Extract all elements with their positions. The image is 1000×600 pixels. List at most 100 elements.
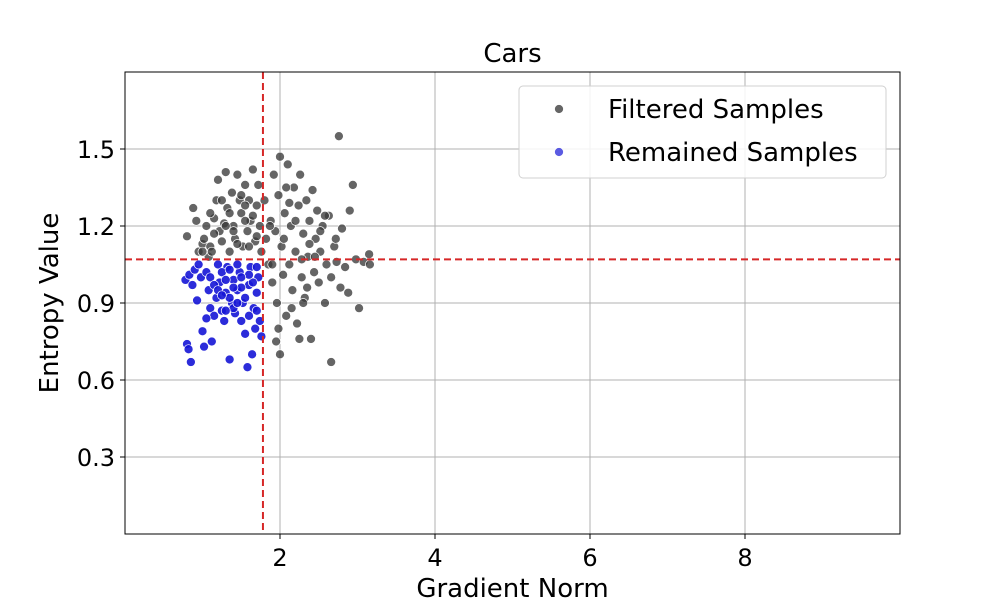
- data-point: [248, 277, 258, 288]
- data-point: [192, 295, 202, 306]
- data-point: [248, 164, 258, 175]
- data-point: [220, 305, 231, 316]
- data-point: [273, 190, 284, 201]
- data-point: [298, 228, 309, 239]
- data-point: [284, 198, 295, 208]
- data-point: [240, 200, 250, 211]
- data-point: [206, 246, 217, 257]
- series-filtered: [182, 131, 375, 367]
- data-point: [315, 226, 326, 236]
- data-point: [348, 180, 358, 190]
- data-point: [236, 190, 247, 201]
- data-point: [302, 282, 312, 293]
- data-point: [268, 169, 279, 180]
- data-point: [217, 195, 227, 206]
- data-point: [265, 221, 275, 231]
- legend-marker: [554, 147, 564, 157]
- data-point: [290, 246, 301, 257]
- data-point: [187, 280, 198, 290]
- data-point: [256, 331, 267, 342]
- data-point: [201, 221, 212, 231]
- data-point: [201, 313, 212, 324]
- data-point: [326, 357, 336, 367]
- series-remained: [180, 259, 267, 373]
- data-point: [244, 241, 254, 252]
- x-axis-title: Gradient Norm: [416, 574, 608, 600]
- data-point: [307, 185, 318, 195]
- data-point: [197, 326, 208, 337]
- data-point: [272, 298, 282, 308]
- y-tick-label: 1.5: [77, 136, 115, 164]
- data-point: [217, 290, 227, 301]
- data-point: [236, 272, 247, 283]
- data-point: [335, 282, 346, 293]
- data-point: [306, 334, 316, 344]
- data-point: [240, 180, 250, 190]
- data-point: [232, 239, 243, 249]
- data-point: [232, 298, 243, 308]
- data-point: [279, 233, 289, 244]
- data-point: [199, 233, 209, 244]
- data-point: [354, 303, 364, 313]
- data-point: [278, 269, 288, 280]
- data-point: [282, 159, 293, 170]
- data-point: [256, 246, 267, 257]
- data-point: [251, 200, 262, 211]
- data-point: [220, 221, 231, 231]
- data-point: [224, 246, 235, 257]
- data-point: [199, 341, 209, 352]
- data-point: [364, 249, 374, 260]
- data-point: [240, 328, 250, 339]
- data-point: [271, 336, 281, 347]
- data-point: [320, 210, 330, 221]
- data-point: [205, 208, 216, 219]
- data-point: [298, 298, 309, 308]
- data-point: [310, 233, 321, 244]
- data-point: [294, 334, 305, 344]
- data-point: [224, 264, 235, 275]
- data-point: [326, 272, 336, 283]
- data-point: [191, 216, 202, 226]
- y-tick-label: 1.2: [77, 213, 115, 241]
- data-point: [301, 195, 312, 206]
- data-point: [281, 182, 292, 193]
- data-point: [267, 259, 278, 270]
- legend-marker: [554, 104, 564, 114]
- data-point: [240, 293, 250, 303]
- data-point: [205, 272, 216, 283]
- data-point: [340, 262, 350, 272]
- data-point: [273, 323, 284, 334]
- data-point: [312, 205, 323, 216]
- y-axis-title: Entropy Value: [35, 213, 65, 394]
- data-point: [183, 344, 194, 355]
- data-point: [284, 259, 295, 270]
- data-point: [213, 174, 223, 185]
- data-point: [250, 323, 261, 334]
- data-point: [224, 208, 235, 219]
- data-point: [205, 303, 216, 313]
- data-point: [304, 239, 315, 249]
- data-point: [240, 216, 250, 226]
- data-point: [248, 210, 258, 221]
- data-point: [217, 236, 227, 247]
- legend-label: Filtered Samples: [608, 95, 824, 125]
- data-point: [337, 223, 347, 234]
- data-point: [220, 167, 231, 177]
- data-point: [286, 303, 297, 313]
- chart-title: Cars: [483, 39, 541, 69]
- series-layer: [180, 131, 375, 373]
- data-point: [293, 200, 304, 211]
- data-point: [281, 310, 292, 321]
- data-point: [236, 208, 247, 219]
- tick-labels: 2 4 6 8 0.3 0.6 0.9 1.2 1.5: [77, 136, 753, 572]
- data-point: [197, 246, 208, 257]
- data-point: [236, 316, 247, 326]
- data-point: [267, 277, 278, 288]
- data-point: [251, 262, 262, 272]
- data-point: [330, 233, 341, 244]
- data-point: [228, 282, 239, 293]
- data-point: [304, 216, 315, 226]
- data-point: [186, 357, 196, 367]
- data-point: [313, 277, 324, 288]
